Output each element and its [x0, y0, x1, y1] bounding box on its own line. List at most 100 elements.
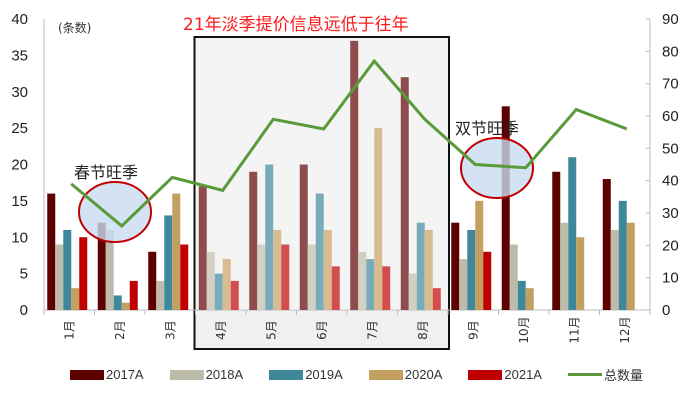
bar [63, 229, 72, 310]
bar [602, 179, 611, 310]
y-right-tick-label: 20 [662, 237, 679, 254]
legend-color-swatch [468, 369, 503, 380]
bar [281, 244, 290, 310]
annotation-ellipses [78, 137, 534, 243]
annotation-spring: 春节旺季 [74, 163, 138, 182]
bar [307, 244, 316, 310]
y-right-tick-label: 80 [662, 43, 679, 60]
bar [552, 171, 561, 310]
bar [374, 128, 383, 310]
bar [517, 280, 526, 310]
bar-series [47, 40, 635, 310]
x-tick-label: 4月 [214, 320, 228, 340]
chart-title: 21年淡季提价信息远低于往年 [183, 15, 409, 35]
legend-label: 总数量 [603, 368, 643, 383]
bar [230, 280, 239, 310]
x-axis: 1月 2月 3月 4月 5月 6月 7月 8月 9月 10月 11月 12月 [43, 309, 651, 344]
y-tick-label: 40 [11, 11, 28, 28]
y-tick-label: 5 [20, 266, 28, 283]
legend-color-swatch [70, 369, 104, 380]
y-right-tick-label: 0 [662, 302, 670, 319]
bar [299, 164, 308, 310]
total-line-series [70, 58, 628, 228]
bar [214, 273, 223, 310]
y-right-tick-label: 30 [662, 205, 679, 222]
bar [97, 222, 106, 310]
legend-label: 2018A [205, 367, 244, 382]
bar [432, 288, 441, 310]
y-right-tick-label: 40 [662, 173, 679, 190]
bar [576, 237, 585, 310]
y-tick-label: 30 [11, 84, 28, 101]
bar [424, 229, 433, 310]
legend-item: 2017A [70, 365, 144, 384]
legend-item: 2019A [269, 365, 343, 384]
legend-line-swatch [567, 373, 602, 376]
bar [323, 229, 332, 310]
bar [382, 266, 391, 310]
legend-color-swatch [269, 369, 304, 380]
legend-item: 2018A [169, 365, 244, 384]
y-tick-label: 0 [20, 302, 28, 319]
bar [249, 171, 258, 310]
bar [366, 259, 375, 310]
bar [121, 302, 130, 310]
bar [164, 215, 173, 310]
x-tick-label: 11月 [567, 316, 581, 343]
legend-color-swatch [368, 369, 403, 380]
bar [156, 280, 165, 310]
bar [358, 251, 367, 310]
legend-color-swatch [169, 369, 204, 380]
y-tick-label: 10 [11, 229, 28, 246]
bar [79, 237, 88, 310]
bar [560, 222, 569, 310]
bar [451, 222, 460, 310]
bar [408, 273, 417, 310]
y-axis-left: 0 5 10 15 20 25 30 35 40 (条数) [11, 11, 91, 319]
y-axis-unit: (条数) [58, 20, 91, 35]
legend-label: 2019A [305, 367, 343, 382]
bar [273, 229, 282, 310]
x-tick-label: 8月 [416, 320, 430, 340]
y-tick-label: 20 [11, 157, 28, 174]
bar [483, 251, 492, 310]
bar [257, 244, 266, 310]
x-tick-label: 6月 [315, 320, 329, 340]
bar [47, 193, 56, 310]
bar [315, 193, 324, 310]
legend-label: 2021A [504, 367, 542, 382]
y-right-tick-label: 10 [662, 270, 679, 287]
legend-item: 总数量 [567, 365, 643, 384]
y-right-tick-label: 70 [662, 76, 679, 93]
x-tick-label: 3月 [163, 320, 177, 340]
bar [172, 193, 181, 310]
annotation-double: 双节旺季 [455, 119, 519, 138]
double-festival-ellipse [460, 137, 534, 199]
legend-label: 2017A [106, 367, 144, 382]
bar [148, 251, 157, 310]
bar [350, 40, 359, 310]
bar [180, 244, 189, 310]
bar [618, 200, 627, 310]
y-axis-right: 0 10 20 30 40 50 60 70 80 90 [646, 11, 679, 319]
bar [475, 200, 484, 310]
bar [331, 266, 340, 310]
x-tick-label: 1月 [62, 320, 76, 340]
bar [129, 280, 138, 310]
x-tick-label: 5月 [264, 320, 278, 340]
fade-overlay [195, 38, 448, 310]
spring-festival-ellipse [78, 181, 152, 243]
bar [610, 229, 619, 310]
bar [459, 259, 468, 310]
bar [206, 251, 215, 310]
bar [467, 229, 476, 310]
bar [222, 259, 231, 310]
legend: 2017A 2018A 2019A 2020A 2021A 总数量 [70, 365, 669, 384]
bar [626, 222, 635, 310]
bar [400, 77, 409, 310]
bar [198, 186, 207, 310]
x-tick-label: 10月 [517, 316, 531, 343]
legend-item: 2020A [368, 365, 442, 384]
